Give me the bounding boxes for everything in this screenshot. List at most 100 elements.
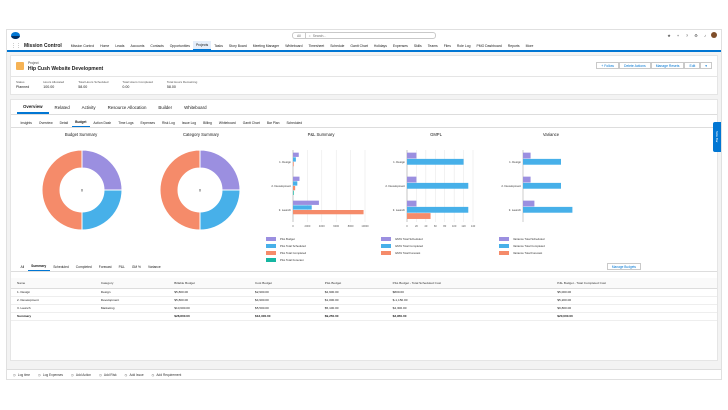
nav-item-expenses[interactable]: Expenses xyxy=(392,43,408,48)
nav-item-teams[interactable]: Teams xyxy=(427,43,438,48)
nav-item-whiteboard[interactable]: Whiteboard xyxy=(285,43,303,48)
bell-icon[interactable]: ♪ xyxy=(704,32,706,38)
nav-item-gantt-chart[interactable]: Gantt Chart xyxy=(350,43,368,48)
add-icon[interactable]: + xyxy=(676,32,680,38)
table-cell xyxy=(94,312,169,321)
nav-item-timesheet[interactable]: Timesheet xyxy=(308,43,325,48)
tab-builder[interactable]: Builder xyxy=(158,104,173,110)
utility-item-log-expenses[interactable]: ◷ Log Expenses xyxy=(38,373,63,377)
budget-tab-p-l[interactable]: P&L xyxy=(118,264,125,269)
subtab-action-dash[interactable]: Action Dash xyxy=(93,120,112,125)
nav-item-leads[interactable]: Leads xyxy=(115,43,125,48)
subtab-overview[interactable]: Overview xyxy=(38,120,53,125)
nav-item-accounts[interactable]: Accounts xyxy=(130,43,145,48)
budget-tab-variance[interactable]: Variance xyxy=(147,264,161,269)
budget-tab-scheduled[interactable]: Scheduled xyxy=(53,264,69,269)
utility-item-add-requirement[interactable]: ◷ Add Requirement xyxy=(152,373,182,377)
nav-item-tasks[interactable]: Tasks xyxy=(214,43,223,48)
tab-activity[interactable]: Activity xyxy=(81,104,96,110)
column-header: P&L Budget - Total Scheduled Cost xyxy=(386,278,552,289)
table-row[interactable]: 2. Development Development $5,800.00 $4,900… xyxy=(11,296,717,305)
utility-item-add-issue[interactable]: ◷ Add Issue xyxy=(125,373,144,377)
more-actions-button[interactable]: ▾ xyxy=(700,62,712,69)
subtab-time-logs[interactable]: Time Logs xyxy=(118,120,134,125)
side-bar-tab[interactable]: Side Bar xyxy=(713,122,721,152)
legend-label: P&L Total Forecast xyxy=(280,257,304,262)
budget-tab-summary[interactable]: Summary xyxy=(27,262,50,271)
x-tick-label: 100 xyxy=(452,224,457,228)
subtab-gantt-chart[interactable]: Gantt Chart xyxy=(242,120,260,125)
favorites-icon[interactable]: ★ xyxy=(667,32,671,38)
table-cell: 3. Launch xyxy=(11,304,95,313)
bar xyxy=(293,210,364,215)
bar xyxy=(293,176,300,181)
subtab-detail[interactable]: Detail xyxy=(59,120,69,125)
manage-budgets-button[interactable]: Manage Budgets xyxy=(606,263,641,270)
table-row[interactable]: 1. Design Design $5,800.00 $2,900.00 $2,900.… xyxy=(11,288,717,297)
utility-item-add-risk[interactable]: ◷ Add Risk xyxy=(99,373,117,377)
nav-item-skills[interactable]: Skills xyxy=(413,43,422,48)
subtab-billing[interactable]: Billing xyxy=(203,120,212,125)
edit-button[interactable]: Edit xyxy=(684,62,701,69)
tab-resource-allocation[interactable]: Resource Allocation xyxy=(107,104,147,110)
highlight-field: Hours Allocated 100.00 xyxy=(43,80,64,91)
nav-item-projects[interactable]: Projects xyxy=(192,41,212,50)
follow-button[interactable]: + Follow xyxy=(596,62,620,69)
search-scope[interactable]: All xyxy=(293,33,306,38)
utility-item-add-action[interactable]: ◷ Add Action xyxy=(71,373,91,377)
subtab-risk-log[interactable]: Risk Log xyxy=(161,120,175,125)
nav-item-schedule[interactable]: Schedule xyxy=(330,43,345,48)
delete-actions-button[interactable]: Delete Actions xyxy=(619,62,651,69)
subtab-issue-log[interactable]: Issue Log xyxy=(181,120,197,125)
utility-item-log-time[interactable]: ◷ Log time xyxy=(13,373,30,377)
highlight-field: Total Hours Remaining 58.00 xyxy=(167,80,197,91)
budget-tab-completed[interactable]: Completed xyxy=(75,264,92,269)
avatar[interactable] xyxy=(711,32,717,38)
nav-item-role-log[interactable]: Role Log xyxy=(456,43,471,48)
nav-item-opportunities[interactable]: Opportunities xyxy=(169,43,190,48)
table-row[interactable]: Summary $28,800.00 $13,300.00 $9,250.00 $3,9… xyxy=(11,312,717,321)
donut-slice xyxy=(81,189,123,231)
subtab-budget[interactable]: Budget xyxy=(71,118,90,127)
list-icon: ◷ xyxy=(151,372,155,377)
manage-resets-button[interactable]: Manage Resets xyxy=(650,62,685,69)
nav-item-holidays[interactable]: Holidays xyxy=(373,43,387,48)
app-window: All ⌕ Search... ★ + ? ⚙ ♪ ⋮⋮ Mission Cont… xyxy=(6,29,722,380)
tab-whiteboard[interactable]: Whiteboard xyxy=(184,104,207,110)
table-cell: $20,000.00 xyxy=(551,312,717,321)
category-label: 1. Design xyxy=(509,160,521,164)
table-row[interactable]: 3. Launch Marketing $10,600.00 $5,500.00 $5,… xyxy=(11,304,717,313)
budget-tab-forecast[interactable]: Forecast xyxy=(98,264,112,269)
app-launcher-icon[interactable]: ⋮⋮ xyxy=(11,42,21,49)
x-tick-label: 10000 xyxy=(361,224,369,228)
nav-item-story-board[interactable]: Story Board xyxy=(228,43,247,48)
tab-overview[interactable]: Overview xyxy=(17,100,49,114)
subtab-expenses[interactable]: Expenses xyxy=(140,120,155,125)
subtab-whiteboard[interactable]: Whiteboard xyxy=(218,120,236,125)
bar xyxy=(523,152,531,159)
nav-item-more[interactable]: More xyxy=(525,43,534,48)
subtab-insights[interactable]: Insights xyxy=(20,120,32,125)
nav-item-mission-control[interactable]: Mission Control xyxy=(70,43,95,48)
nav-item-home[interactable]: Home xyxy=(100,43,110,48)
budget-tab-gm[interactable]: GM % xyxy=(131,264,141,269)
subtab-scheduled[interactable]: Scheduled xyxy=(286,120,303,125)
legend-label: P&L Total Scheduled xyxy=(280,243,306,248)
search-placeholder: Search... xyxy=(312,33,327,38)
help-icon[interactable]: ? xyxy=(685,32,689,38)
subtab-bar-plan[interactable]: Bar Plan xyxy=(266,120,280,125)
tab-related[interactable]: Related xyxy=(54,104,70,110)
nav-item-meeting-manager[interactable]: Meeting Manager xyxy=(252,43,280,48)
bar xyxy=(293,181,298,186)
legend-swatch xyxy=(381,243,391,248)
nav-item-contacts[interactable]: Contacts xyxy=(150,43,164,48)
highlight-label: Total Hours Remaining xyxy=(166,80,198,84)
warning-icon: ◷ xyxy=(124,372,128,377)
budget-tab-all[interactable]: All xyxy=(20,264,25,269)
nav-item-pmo-dashboard[interactable]: PMO Dashboard xyxy=(476,43,502,48)
global-search[interactable]: All ⌕ Search... xyxy=(292,32,436,39)
gear-icon[interactable]: ⚙ xyxy=(694,32,698,38)
nav-item-files[interactable]: Files xyxy=(443,43,451,48)
global-header: All ⌕ Search... ★ + ? ⚙ ♪ xyxy=(7,30,721,41)
nav-item-reports[interactable]: Reports xyxy=(507,43,520,48)
